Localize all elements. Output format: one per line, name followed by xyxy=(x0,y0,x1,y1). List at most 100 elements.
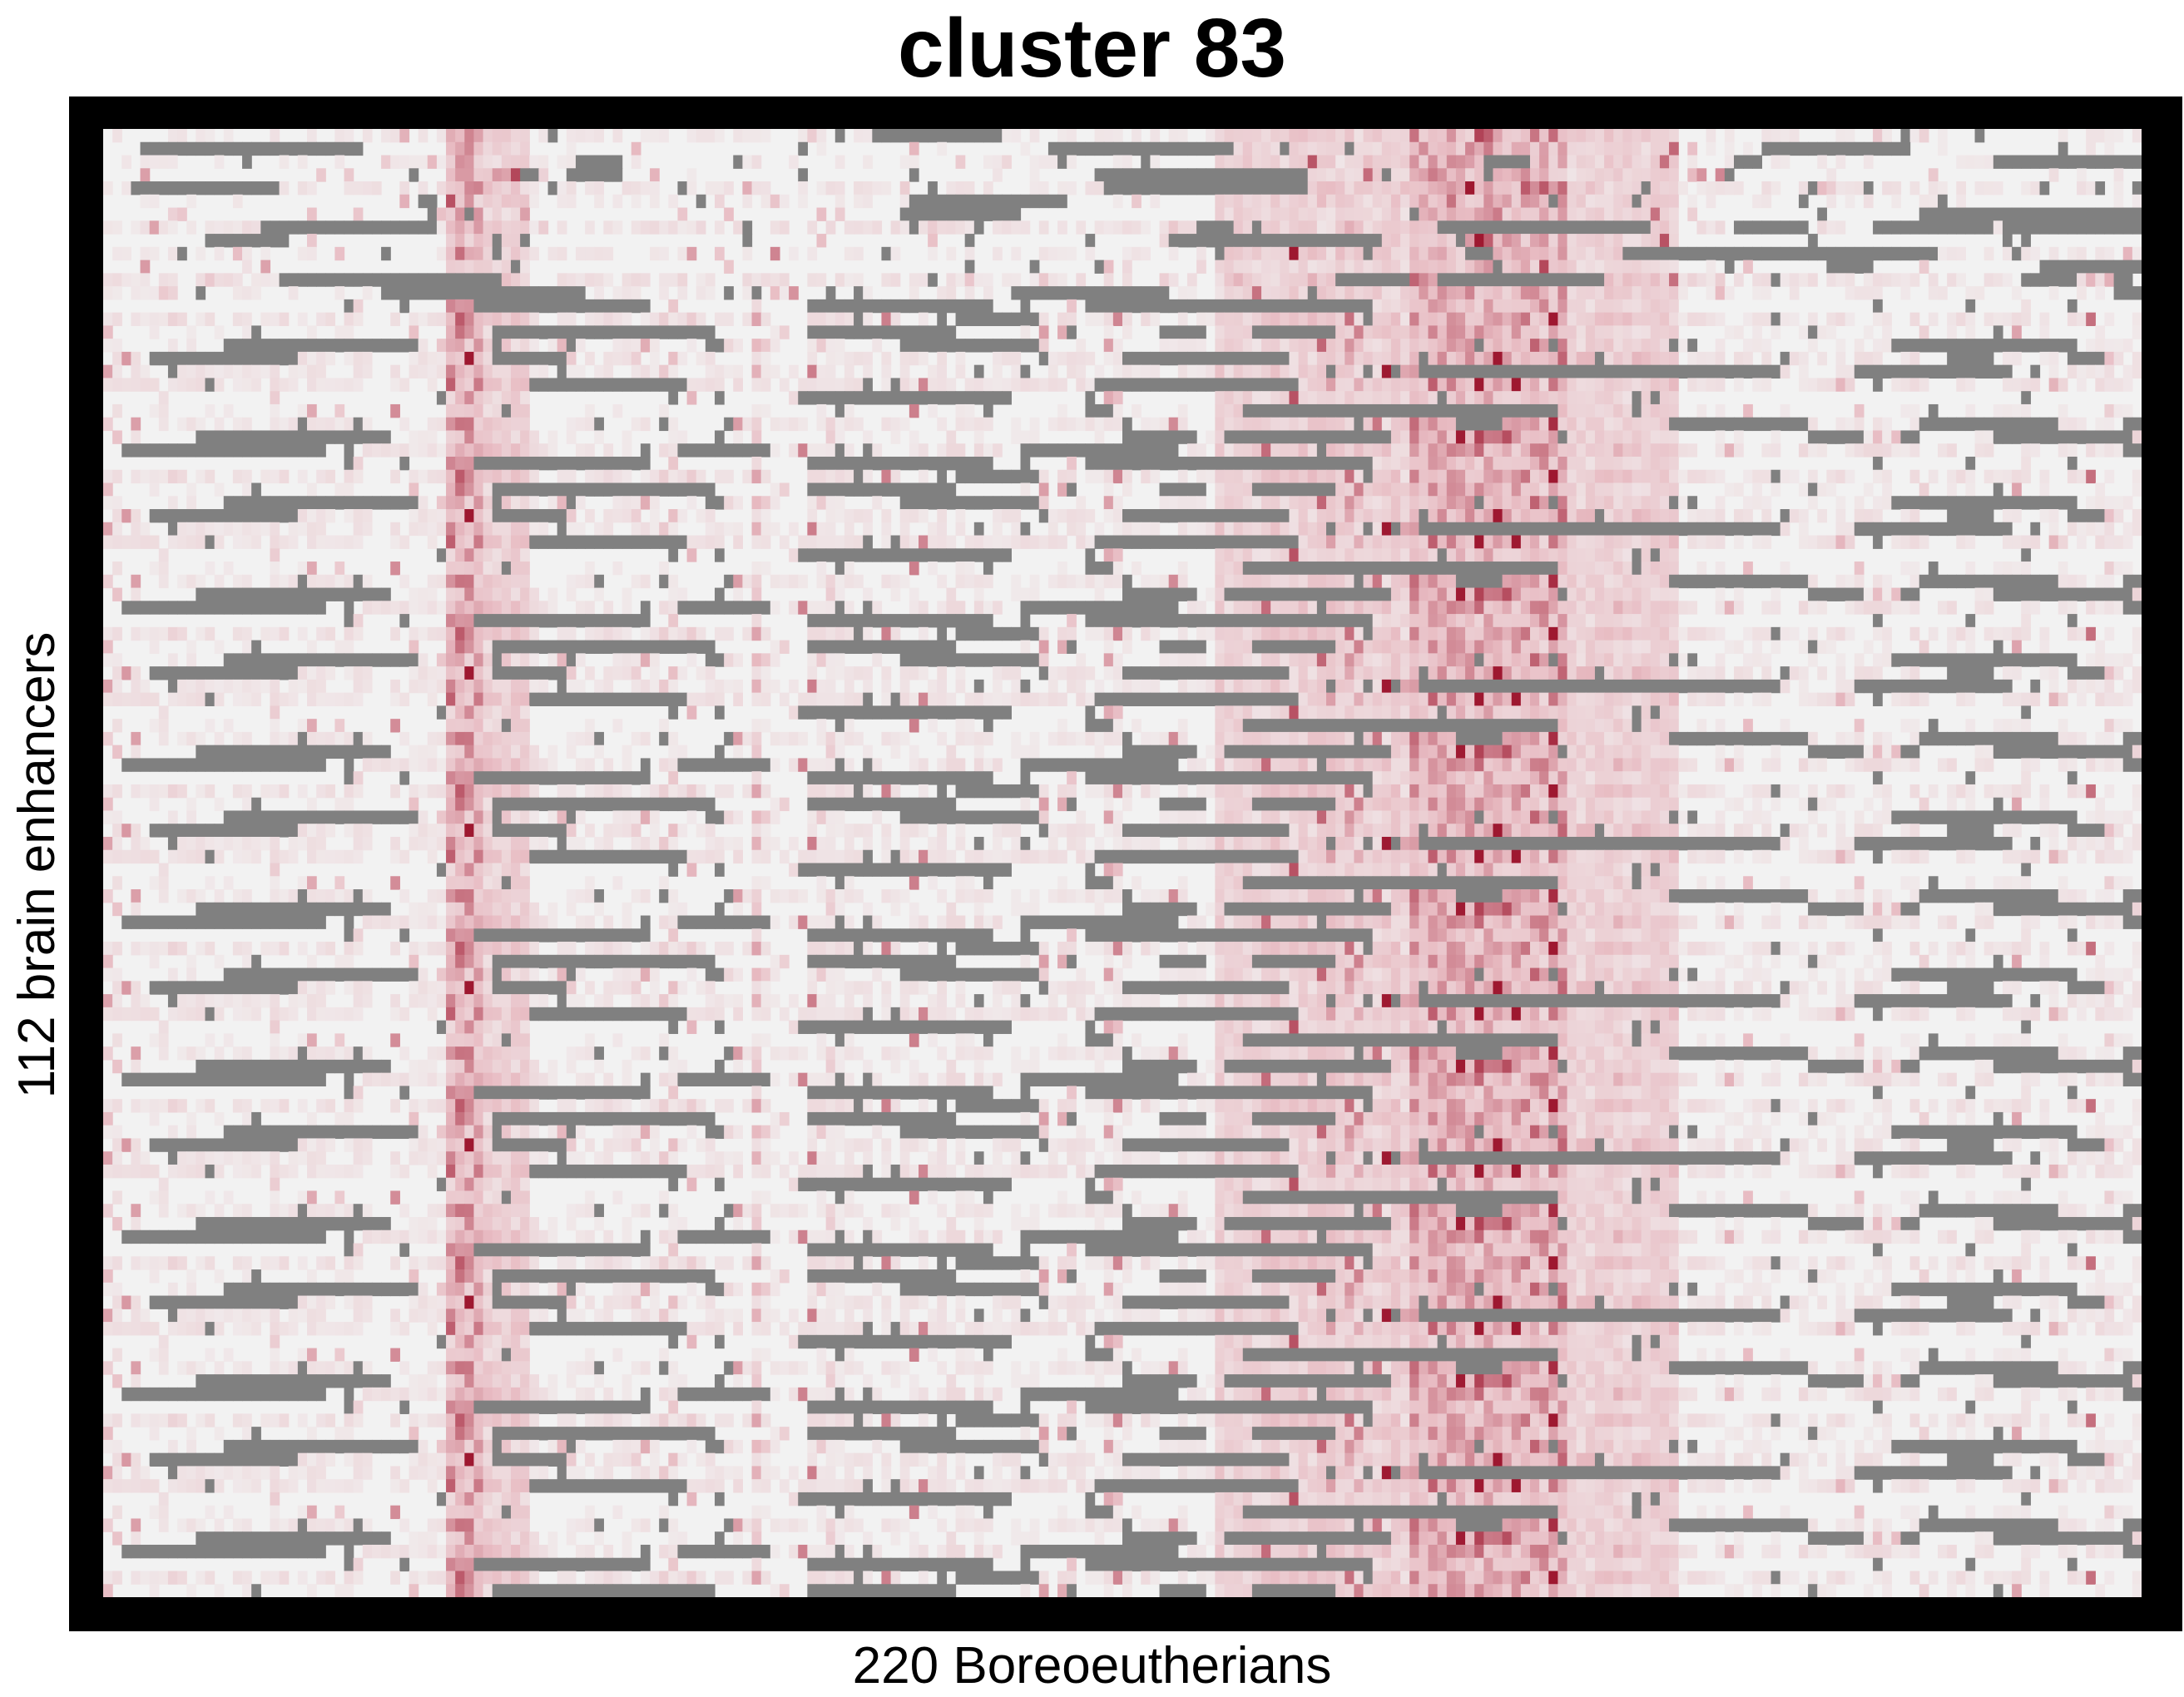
heatmap-cell xyxy=(1400,220,1410,235)
heatmap-cell xyxy=(1558,299,1568,314)
heatmap-cell xyxy=(807,548,818,562)
heatmap-cell xyxy=(196,535,206,549)
heatmap-cell xyxy=(1419,312,1429,326)
heatmap-cell xyxy=(1455,522,1466,537)
heatmap-cell xyxy=(149,246,160,261)
heatmap-cell xyxy=(1909,430,1920,444)
heatmap-cell xyxy=(1345,273,1355,287)
heatmap-cell xyxy=(854,417,864,432)
heatmap-cell xyxy=(186,181,196,195)
heatmap-cell xyxy=(594,325,604,339)
heatmap-cell xyxy=(816,234,827,248)
heatmap-cell xyxy=(1724,155,1735,169)
heatmap-cell xyxy=(270,535,280,549)
heatmap-cell xyxy=(1242,312,1253,326)
heatmap-cell xyxy=(297,469,308,484)
heatmap-cell xyxy=(1196,299,1206,314)
heatmap-cell xyxy=(1558,207,1568,221)
heatmap-cell xyxy=(2058,155,2068,169)
heatmap-cell xyxy=(1168,430,1179,444)
heatmap-cell xyxy=(1604,509,1614,523)
heatmap-cell xyxy=(2095,351,2106,366)
heatmap-cell xyxy=(575,456,586,471)
heatmap-cell xyxy=(1483,299,1494,314)
heatmap-cell xyxy=(909,403,919,418)
heatmap-cell xyxy=(1186,535,1197,549)
heatmap-cell xyxy=(1335,403,1345,418)
heatmap-cell xyxy=(1863,482,1874,497)
heatmap-cell xyxy=(1067,141,1077,156)
heatmap-cell xyxy=(483,168,493,182)
heatmap-cell xyxy=(1381,535,1392,549)
heatmap-cell xyxy=(1261,548,1271,562)
heatmap-cell xyxy=(993,522,1003,537)
heatmap-cell xyxy=(1242,456,1253,471)
heatmap-cell xyxy=(668,430,679,444)
heatmap-cell xyxy=(288,141,299,156)
heatmap-cell xyxy=(1632,141,1642,156)
heatmap-cell xyxy=(1261,246,1271,261)
heatmap-cell xyxy=(1974,417,1985,432)
heatmap-cell xyxy=(1280,548,1290,562)
heatmap-cell xyxy=(1900,403,1911,418)
heatmap-cell xyxy=(2077,168,2087,182)
heatmap-cell xyxy=(1381,273,1392,287)
heatmap-cell xyxy=(1335,443,1345,458)
heatmap-cell xyxy=(418,364,428,379)
heatmap-cell xyxy=(325,496,336,510)
heatmap-cell xyxy=(603,535,614,549)
heatmap-cell xyxy=(1446,378,1457,392)
heatmap-cell xyxy=(279,417,290,432)
heatmap-cell xyxy=(1483,286,1494,300)
heatmap-cell xyxy=(844,299,854,314)
heatmap-cell xyxy=(2012,351,2022,366)
heatmap-cell xyxy=(1706,417,1716,432)
heatmap-cell xyxy=(686,339,697,353)
heatmap-cell xyxy=(390,129,400,143)
heatmap-cell xyxy=(1251,207,1262,221)
heatmap-cell xyxy=(1474,207,1484,221)
heatmap-cell xyxy=(251,286,261,300)
heatmap-cell xyxy=(297,155,308,169)
heatmap-cell xyxy=(1316,312,1327,326)
heatmap-cell xyxy=(1594,181,1605,195)
heatmap-cell xyxy=(1206,299,1216,314)
heatmap-cell xyxy=(1798,522,1809,537)
heatmap-cell xyxy=(270,417,280,432)
heatmap-cell xyxy=(464,299,475,314)
heatmap-cell xyxy=(1307,207,1318,221)
heatmap-cell xyxy=(1585,207,1596,221)
heatmap-cell xyxy=(2039,155,2050,169)
heatmap-cell xyxy=(1641,168,1652,182)
heatmap-cell xyxy=(1511,548,1522,562)
heatmap-cell xyxy=(196,417,206,432)
heatmap-cell xyxy=(1150,443,1161,458)
heatmap-cell xyxy=(909,194,919,209)
heatmap-cell xyxy=(2067,299,2078,314)
heatmap-cell xyxy=(455,339,465,353)
heatmap-cell xyxy=(483,194,493,209)
heatmap-cell xyxy=(1826,260,1837,274)
heatmap-cell xyxy=(2122,273,2133,287)
heatmap-cell xyxy=(594,482,604,497)
heatmap-cell xyxy=(1455,378,1466,392)
heatmap-cell xyxy=(547,129,558,143)
heatmap-cell xyxy=(1567,286,1577,300)
heatmap-cell xyxy=(1076,443,1087,458)
heatmap-cell xyxy=(1548,155,1559,169)
heatmap-cell xyxy=(1724,286,1735,300)
heatmap-cell xyxy=(2039,417,2050,432)
heatmap-cell xyxy=(1409,155,1419,169)
heatmap-cell xyxy=(149,141,160,156)
heatmap-cell xyxy=(2012,286,2022,300)
heatmap-cell xyxy=(1122,364,1132,379)
heatmap-cell xyxy=(751,273,762,287)
heatmap-cell xyxy=(1511,562,1522,576)
heatmap-cell xyxy=(1428,181,1439,195)
heatmap-cell xyxy=(1409,417,1419,432)
heatmap-cell xyxy=(1011,430,1022,444)
heatmap-cell xyxy=(446,351,456,366)
heatmap-cell xyxy=(946,548,957,562)
heatmap-cell xyxy=(1372,312,1383,326)
heatmap-cell xyxy=(751,496,762,510)
